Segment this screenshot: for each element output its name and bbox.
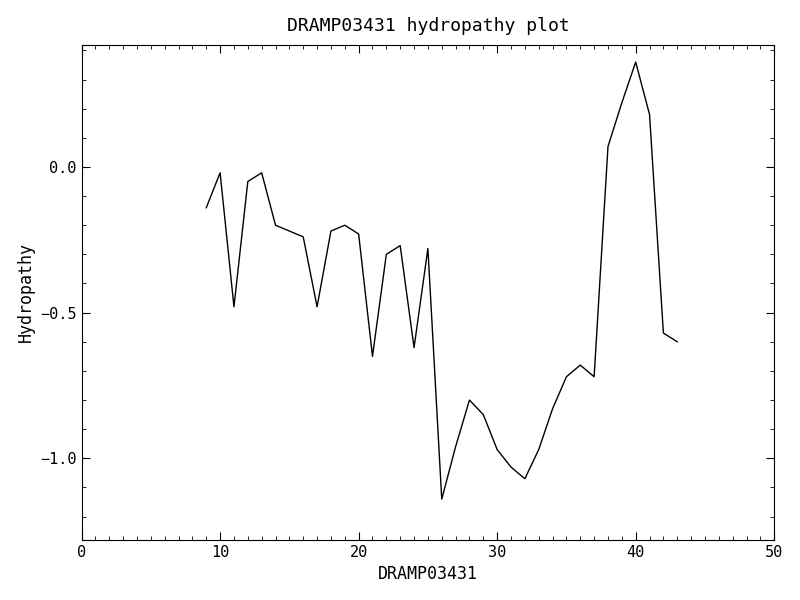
Title: DRAMP03431 hydropathy plot: DRAMP03431 hydropathy plot (286, 17, 570, 35)
Y-axis label: Hydropathy: Hydropathy (17, 242, 34, 342)
X-axis label: DRAMP03431: DRAMP03431 (378, 565, 478, 583)
